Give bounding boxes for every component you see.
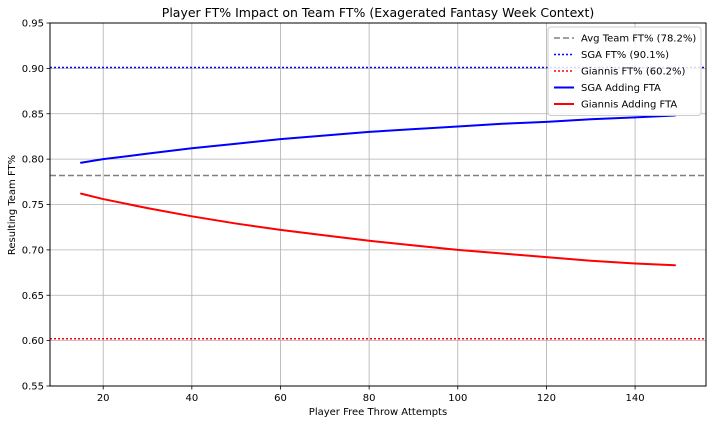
y-tick-label: 0.65	[22, 291, 44, 302]
reference-lines	[50, 66, 706, 340]
y-tick-label: 0.75	[22, 200, 44, 211]
chart-title: Player FT% Impact on Team FT% (Exagerate…	[162, 5, 594, 20]
legend-label: Giannis Adding FTA	[581, 100, 677, 111]
y-tick-label: 0.80	[22, 155, 44, 166]
y-tick-label: 0.85	[22, 109, 44, 120]
y-tick-label: 0.55	[22, 382, 44, 393]
x-tick-label: 120	[537, 393, 556, 404]
series-line	[80, 192, 676, 267]
legend-label: Avg Team FT% (78.2%)	[581, 34, 696, 45]
y-tick-label: 0.60	[22, 336, 44, 347]
x-axis-label: Player Free Throw Attempts	[309, 407, 447, 418]
legend: Avg Team FT% (78.2%) SGA FT% (90.1%) Giann…	[547, 26, 702, 116]
legend-label: SGA Adding FTA	[581, 83, 661, 94]
series-line	[80, 114, 676, 164]
y-axis-ticks: 0.55 0.60 0.65 0.70 0.75 0.80 0.85 0.90 0.95	[22, 19, 50, 393]
x-tick-label: 40	[185, 393, 198, 404]
legend-box	[547, 26, 702, 116]
legend-label: SGA FT% (90.1%)	[581, 50, 669, 61]
x-tick-label: 60	[274, 393, 287, 404]
y-tick-label: 0.90	[22, 64, 44, 75]
y-tick-label: 0.95	[22, 19, 44, 30]
x-tick-label: 20	[97, 393, 110, 404]
x-tick-label: 140	[626, 393, 645, 404]
x-tick-label: 80	[363, 393, 376, 404]
series-lines	[80, 114, 676, 267]
x-axis-ticks: 20 40 60 80 100 120 140	[97, 386, 645, 404]
x-tick-label: 100	[448, 393, 467, 404]
y-tick-label: 0.70	[22, 245, 44, 256]
legend-label: Giannis FT% (60.2%)	[581, 67, 686, 78]
y-axis-label: Resulting Team FT%	[7, 155, 18, 255]
